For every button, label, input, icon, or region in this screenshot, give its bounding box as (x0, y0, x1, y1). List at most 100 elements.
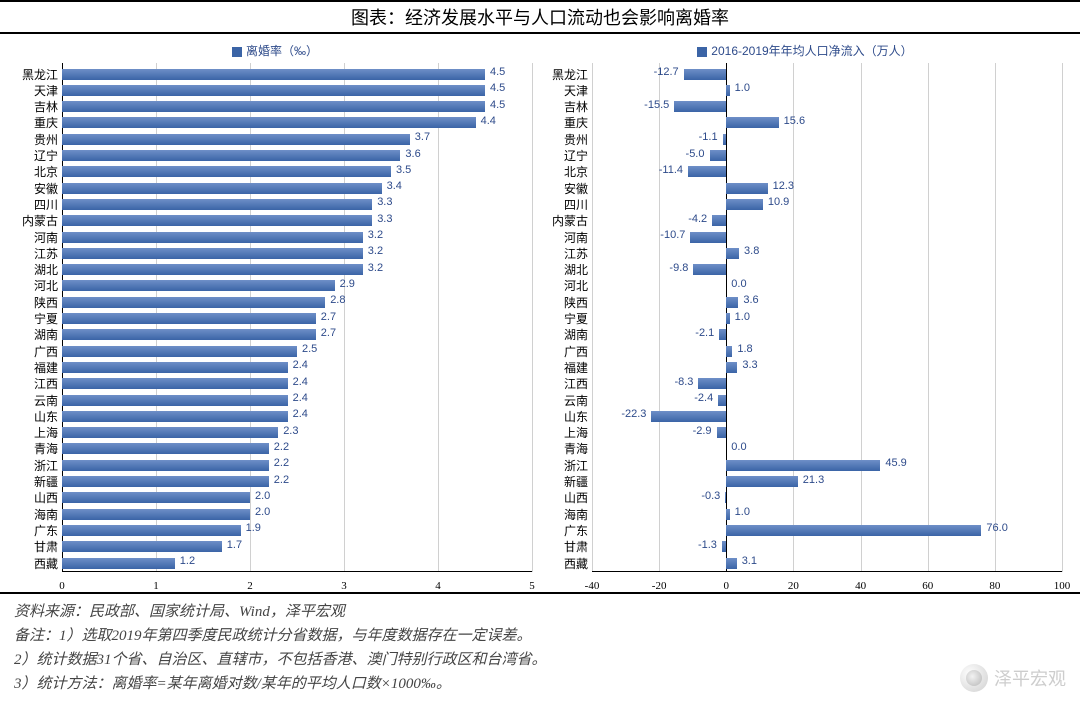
bar-value-label: 2.4 (290, 359, 311, 371)
bar (62, 183, 382, 194)
bar-value-label: -2.1 (692, 327, 717, 339)
bar-row: 陕西2.8 (62, 295, 532, 309)
bar (651, 411, 726, 422)
bar-category-label: 江苏 (564, 245, 592, 262)
x-tick: 80 (989, 580, 1000, 592)
bar-row: 北京3.5 (62, 165, 532, 179)
watermark: 泽平宏观 (960, 664, 1066, 692)
bar (693, 264, 726, 275)
bar (62, 378, 288, 389)
bar-value-label: 3.8 (741, 245, 762, 257)
bar (62, 443, 269, 454)
bar-category-label: 北京 (34, 163, 62, 180)
right-chart: 2016-2019年年均人口净流入（万人） -40-20020406080100… (540, 40, 1070, 592)
bar-category-label: 江苏 (34, 245, 62, 262)
bar-value-label: -2.4 (691, 392, 716, 404)
bar-row: 新疆21.3 (592, 475, 1062, 489)
x-tick: 40 (855, 580, 866, 592)
bar (62, 280, 335, 291)
bar-row: 上海-2.9 (592, 426, 1062, 440)
footer-notes: 资料来源：民政部、国家统计局、Wind，泽平宏观 备注：1）选取2019年第四季… (0, 594, 1080, 702)
bar (684, 69, 727, 80)
watermark-text: 泽平宏观 (994, 665, 1066, 691)
x-tick: -40 (585, 580, 600, 592)
wechat-icon (960, 664, 988, 692)
bar-row: 河北0.0 (592, 279, 1062, 293)
bar-value-label: 2.4 (290, 376, 311, 388)
bar-row: 上海2.3 (62, 426, 532, 440)
right-legend: 2016-2019年年均人口净流入（万人） (540, 40, 1070, 63)
bar-row: 云南2.4 (62, 393, 532, 407)
bar-value-label: 1.0 (732, 506, 753, 518)
bar-value-label: 3.7 (412, 131, 433, 143)
bar (726, 248, 739, 259)
bar-category-label: 黑龙江 (22, 66, 62, 83)
x-tick: 4 (435, 580, 441, 592)
bar (62, 525, 241, 536)
bar-row: 四川3.3 (62, 197, 532, 211)
bar-category-label: 吉林 (34, 98, 62, 115)
bar-row: 天津1.0 (592, 83, 1062, 97)
bar (62, 248, 363, 259)
x-tick: 0 (59, 580, 65, 592)
bar-value-label: 2.7 (318, 327, 339, 339)
bar-value-label: 2.3 (280, 425, 301, 437)
bar-row: 山西-0.3 (592, 491, 1062, 505)
bar (62, 492, 250, 503)
x-tick: 60 (922, 580, 933, 592)
x-tick: 20 (788, 580, 799, 592)
bar-value-label: 3.3 (739, 359, 760, 371)
bar-category-label: 贵州 (564, 131, 592, 148)
bar (726, 346, 732, 357)
bar-category-label: 江西 (564, 375, 592, 392)
bar-category-label: 广东 (564, 522, 592, 539)
bar-category-label: 山东 (564, 408, 592, 425)
bar-category-label: 陕西 (564, 294, 592, 311)
bar-category-label: 吉林 (564, 98, 592, 115)
bar-value-label: 76.0 (983, 522, 1010, 534)
bar-value-label: 12.3 (770, 180, 797, 192)
bar-row: 贵州-1.1 (592, 132, 1062, 146)
bar-row: 西藏3.1 (592, 556, 1062, 570)
bar-value-label: 21.3 (800, 474, 827, 486)
bar-row: 重庆15.6 (592, 116, 1062, 130)
bar (726, 362, 737, 373)
bar-row: 福建3.3 (592, 360, 1062, 374)
bar-value-label: 2.2 (271, 441, 292, 453)
bar-value-label: 15.6 (781, 115, 808, 127)
bar-value-label: 2.7 (318, 311, 339, 323)
bar-category-label: 浙江 (34, 457, 62, 474)
bar-category-label: 浙江 (564, 457, 592, 474)
bar (62, 346, 297, 357)
bar (62, 150, 400, 161)
bar-value-label: 4.5 (487, 66, 508, 78)
bar-category-label: 辽宁 (564, 147, 592, 164)
bar (726, 525, 981, 536)
right-plot: -40-20020406080100黑龙江-12.7天津1.0吉林-15.5重庆… (540, 63, 1070, 592)
bar-category-label: 宁夏 (34, 310, 62, 327)
bar-row: 吉林4.5 (62, 100, 532, 114)
bar (723, 134, 727, 145)
bar-row: 四川10.9 (592, 197, 1062, 211)
footer-source: 资料来源：民政部、国家统计局、Wind，泽平宏观 (14, 600, 1066, 624)
bar (62, 134, 410, 145)
bar-value-label: 2.9 (337, 278, 358, 290)
bar (62, 117, 476, 128)
bar-category-label: 安徽 (564, 180, 592, 197)
bar-category-label: 新疆 (564, 473, 592, 490)
bar-category-label: 四川 (564, 196, 592, 213)
bar (726, 85, 729, 96)
bar (726, 476, 798, 487)
bar-value-label: -0.3 (698, 490, 723, 502)
bar-value-label: -15.5 (641, 99, 672, 111)
bar (62, 329, 316, 340)
bar-row: 辽宁3.6 (62, 149, 532, 163)
bar-value-label: 3.6 (402, 148, 423, 160)
bar-value-label: -9.8 (666, 262, 691, 274)
bar-row: 宁夏2.7 (62, 312, 532, 326)
bar-value-label: 0.0 (728, 278, 749, 290)
bar-category-label: 内蒙古 (22, 212, 62, 229)
bar-category-label: 湖北 (34, 261, 62, 278)
bar-value-label: 2.0 (252, 490, 273, 502)
gridline (532, 63, 533, 572)
